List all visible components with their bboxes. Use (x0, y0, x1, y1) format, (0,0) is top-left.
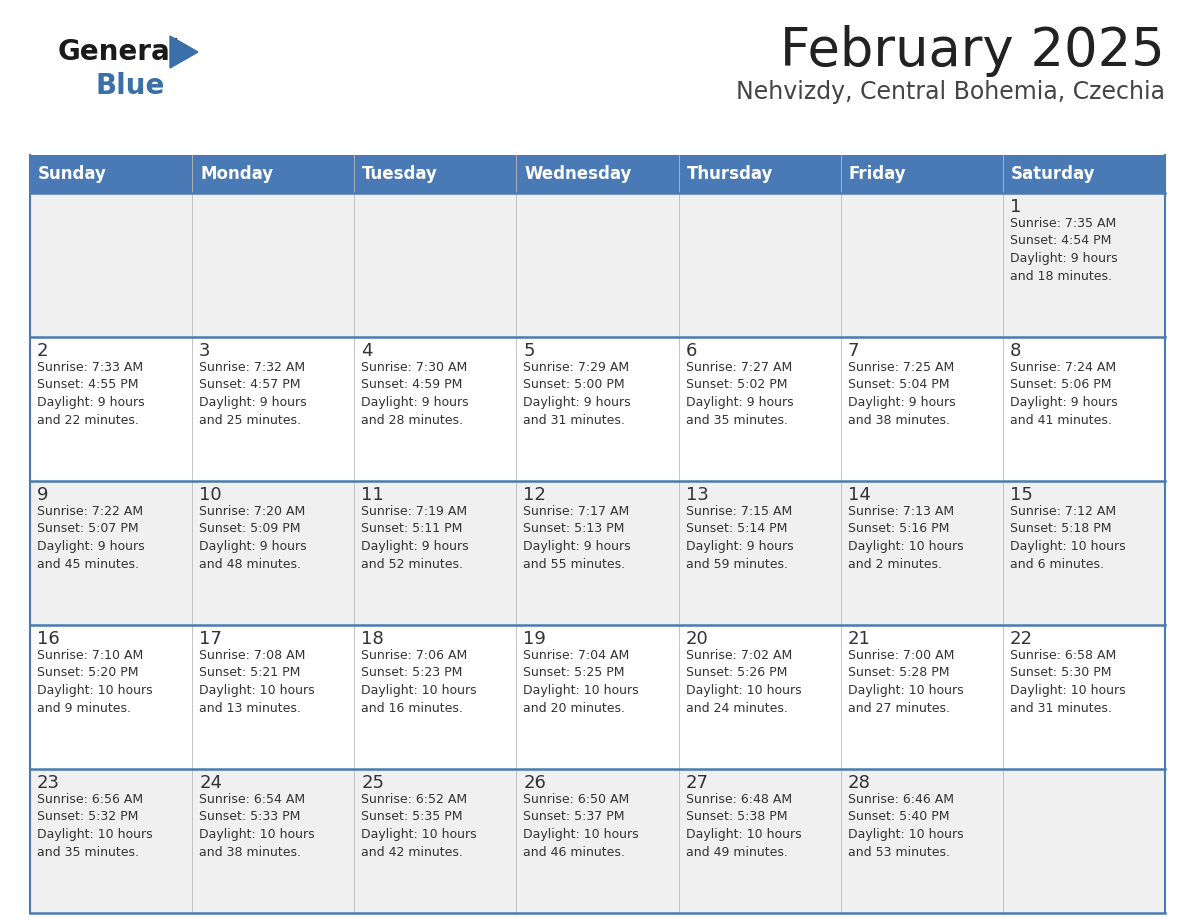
Text: Sunrise: 7:12 AM
Sunset: 5:18 PM
Daylight: 10 hours
and 6 minutes.: Sunrise: 7:12 AM Sunset: 5:18 PM Dayligh… (1010, 505, 1125, 570)
Text: General: General (58, 38, 181, 66)
Text: 1: 1 (1010, 198, 1022, 216)
Text: Sunrise: 6:56 AM
Sunset: 5:32 PM
Daylight: 10 hours
and 35 minutes.: Sunrise: 6:56 AM Sunset: 5:32 PM Dayligh… (37, 793, 152, 858)
Text: Sunrise: 7:32 AM
Sunset: 4:57 PM
Daylight: 9 hours
and 25 minutes.: Sunrise: 7:32 AM Sunset: 4:57 PM Dayligh… (200, 361, 307, 427)
Text: 17: 17 (200, 630, 222, 648)
Text: Sunrise: 7:30 AM
Sunset: 4:59 PM
Daylight: 9 hours
and 28 minutes.: Sunrise: 7:30 AM Sunset: 4:59 PM Dayligh… (361, 361, 469, 427)
Text: 11: 11 (361, 486, 384, 504)
Text: 13: 13 (685, 486, 708, 504)
Text: 6: 6 (685, 342, 697, 360)
Text: 21: 21 (848, 630, 871, 648)
Text: Sunrise: 7:20 AM
Sunset: 5:09 PM
Daylight: 9 hours
and 48 minutes.: Sunrise: 7:20 AM Sunset: 5:09 PM Dayligh… (200, 505, 307, 570)
Text: Sunrise: 7:08 AM
Sunset: 5:21 PM
Daylight: 10 hours
and 13 minutes.: Sunrise: 7:08 AM Sunset: 5:21 PM Dayligh… (200, 649, 315, 714)
Text: 9: 9 (37, 486, 49, 504)
Text: Sunrise: 7:35 AM
Sunset: 4:54 PM
Daylight: 9 hours
and 18 minutes.: Sunrise: 7:35 AM Sunset: 4:54 PM Dayligh… (1010, 217, 1118, 283)
Text: Sunrise: 7:25 AM
Sunset: 5:04 PM
Daylight: 9 hours
and 38 minutes.: Sunrise: 7:25 AM Sunset: 5:04 PM Dayligh… (848, 361, 955, 427)
Text: 8: 8 (1010, 342, 1022, 360)
Bar (30, 481, 1165, 625)
Text: Sunrise: 7:17 AM
Sunset: 5:13 PM
Daylight: 9 hours
and 55 minutes.: Sunrise: 7:17 AM Sunset: 5:13 PM Dayligh… (524, 505, 631, 570)
Text: Sunday: Sunday (38, 165, 107, 183)
Text: Wednesday: Wednesday (524, 165, 632, 183)
Text: Sunrise: 6:54 AM
Sunset: 5:33 PM
Daylight: 10 hours
and 38 minutes.: Sunrise: 6:54 AM Sunset: 5:33 PM Dayligh… (200, 793, 315, 858)
Text: Sunrise: 6:52 AM
Sunset: 5:35 PM
Daylight: 10 hours
and 42 minutes.: Sunrise: 6:52 AM Sunset: 5:35 PM Dayligh… (361, 793, 476, 858)
Text: 7: 7 (848, 342, 859, 360)
Text: 26: 26 (524, 774, 546, 792)
Text: 20: 20 (685, 630, 708, 648)
Text: 3: 3 (200, 342, 210, 360)
Bar (30, 625, 1165, 769)
Text: 27: 27 (685, 774, 708, 792)
Text: 25: 25 (361, 774, 384, 792)
Polygon shape (170, 36, 198, 68)
Text: 19: 19 (524, 630, 546, 648)
Bar (30, 337, 1165, 481)
Text: 28: 28 (848, 774, 871, 792)
Text: Sunrise: 7:00 AM
Sunset: 5:28 PM
Daylight: 10 hours
and 27 minutes.: Sunrise: 7:00 AM Sunset: 5:28 PM Dayligh… (848, 649, 963, 714)
Text: 2: 2 (37, 342, 49, 360)
Text: Nehvizdy, Central Bohemia, Czechia: Nehvizdy, Central Bohemia, Czechia (737, 80, 1165, 104)
Text: 18: 18 (361, 630, 384, 648)
Text: 15: 15 (1010, 486, 1032, 504)
Text: Sunrise: 7:15 AM
Sunset: 5:14 PM
Daylight: 9 hours
and 59 minutes.: Sunrise: 7:15 AM Sunset: 5:14 PM Dayligh… (685, 505, 794, 570)
Text: 22: 22 (1010, 630, 1032, 648)
Text: Sunrise: 7:22 AM
Sunset: 5:07 PM
Daylight: 9 hours
and 45 minutes.: Sunrise: 7:22 AM Sunset: 5:07 PM Dayligh… (37, 505, 145, 570)
Text: Sunrise: 7:04 AM
Sunset: 5:25 PM
Daylight: 10 hours
and 20 minutes.: Sunrise: 7:04 AM Sunset: 5:25 PM Dayligh… (524, 649, 639, 714)
Text: Sunrise: 7:02 AM
Sunset: 5:26 PM
Daylight: 10 hours
and 24 minutes.: Sunrise: 7:02 AM Sunset: 5:26 PM Dayligh… (685, 649, 801, 714)
Bar (30, 193, 1165, 337)
Text: Monday: Monday (200, 165, 273, 183)
Text: Saturday: Saturday (1011, 165, 1095, 183)
Text: Sunrise: 7:24 AM
Sunset: 5:06 PM
Daylight: 9 hours
and 41 minutes.: Sunrise: 7:24 AM Sunset: 5:06 PM Dayligh… (1010, 361, 1118, 427)
Text: Tuesday: Tuesday (362, 165, 438, 183)
Bar (30, 769, 1165, 913)
Text: 24: 24 (200, 774, 222, 792)
Text: 23: 23 (37, 774, 61, 792)
Bar (30, 155, 1165, 193)
Text: Sunrise: 6:50 AM
Sunset: 5:37 PM
Daylight: 10 hours
and 46 minutes.: Sunrise: 6:50 AM Sunset: 5:37 PM Dayligh… (524, 793, 639, 858)
Text: Sunrise: 7:29 AM
Sunset: 5:00 PM
Daylight: 9 hours
and 31 minutes.: Sunrise: 7:29 AM Sunset: 5:00 PM Dayligh… (524, 361, 631, 427)
Text: 14: 14 (848, 486, 871, 504)
Text: Sunrise: 7:27 AM
Sunset: 5:02 PM
Daylight: 9 hours
and 35 minutes.: Sunrise: 7:27 AM Sunset: 5:02 PM Dayligh… (685, 361, 794, 427)
Text: Sunrise: 7:10 AM
Sunset: 5:20 PM
Daylight: 10 hours
and 9 minutes.: Sunrise: 7:10 AM Sunset: 5:20 PM Dayligh… (37, 649, 152, 714)
Text: Sunrise: 7:19 AM
Sunset: 5:11 PM
Daylight: 9 hours
and 52 minutes.: Sunrise: 7:19 AM Sunset: 5:11 PM Dayligh… (361, 505, 469, 570)
Text: Sunrise: 6:46 AM
Sunset: 5:40 PM
Daylight: 10 hours
and 53 minutes.: Sunrise: 6:46 AM Sunset: 5:40 PM Dayligh… (848, 793, 963, 858)
Text: 5: 5 (524, 342, 535, 360)
Text: February 2025: February 2025 (781, 25, 1165, 77)
Text: Thursday: Thursday (687, 165, 773, 183)
Text: Sunrise: 7:13 AM
Sunset: 5:16 PM
Daylight: 10 hours
and 2 minutes.: Sunrise: 7:13 AM Sunset: 5:16 PM Dayligh… (848, 505, 963, 570)
Text: Sunrise: 6:48 AM
Sunset: 5:38 PM
Daylight: 10 hours
and 49 minutes.: Sunrise: 6:48 AM Sunset: 5:38 PM Dayligh… (685, 793, 801, 858)
Text: Blue: Blue (96, 72, 165, 100)
Text: Sunrise: 6:58 AM
Sunset: 5:30 PM
Daylight: 10 hours
and 31 minutes.: Sunrise: 6:58 AM Sunset: 5:30 PM Dayligh… (1010, 649, 1125, 714)
Text: 16: 16 (37, 630, 59, 648)
Text: Sunrise: 7:06 AM
Sunset: 5:23 PM
Daylight: 10 hours
and 16 minutes.: Sunrise: 7:06 AM Sunset: 5:23 PM Dayligh… (361, 649, 476, 714)
Text: 4: 4 (361, 342, 373, 360)
Text: 10: 10 (200, 486, 222, 504)
Text: Friday: Friday (848, 165, 906, 183)
Text: 12: 12 (524, 486, 546, 504)
Text: Sunrise: 7:33 AM
Sunset: 4:55 PM
Daylight: 9 hours
and 22 minutes.: Sunrise: 7:33 AM Sunset: 4:55 PM Dayligh… (37, 361, 145, 427)
